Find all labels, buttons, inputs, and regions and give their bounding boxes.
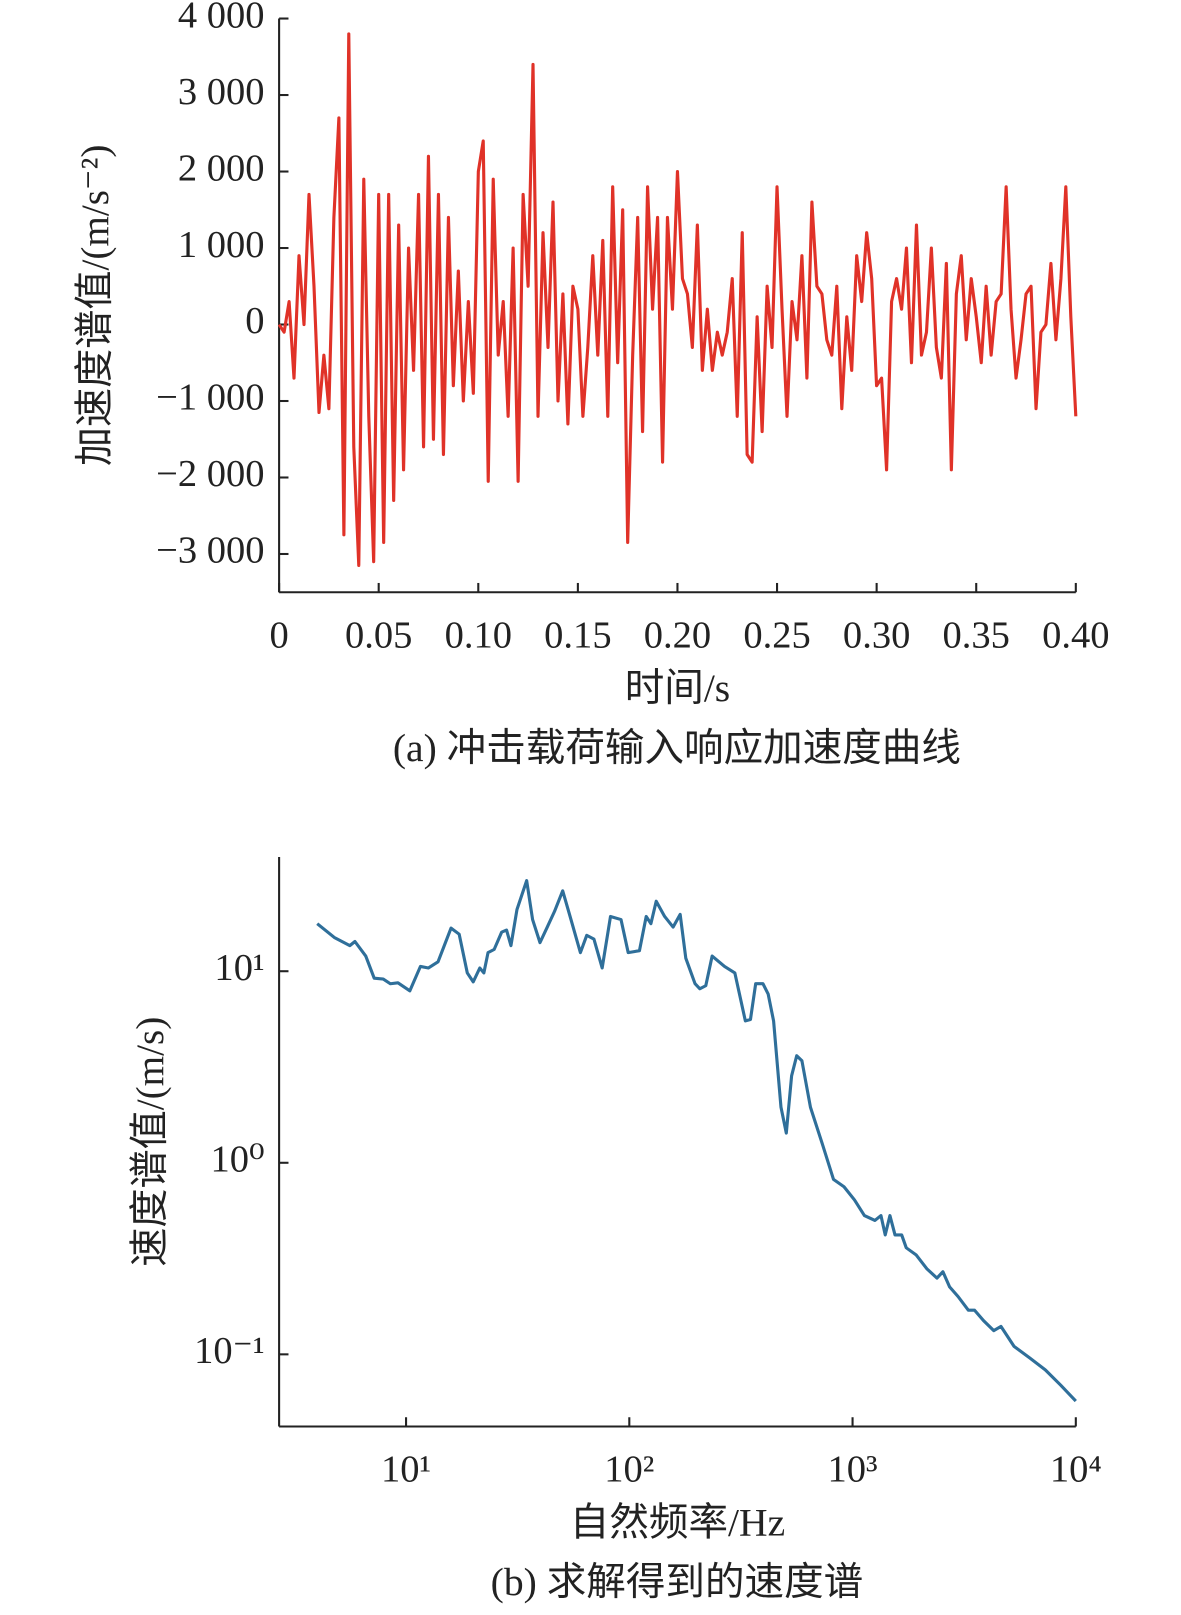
y-tick-label: 4 000 (178, 0, 265, 36)
y-axis-label: 速度谱值/(m/s) (128, 1017, 172, 1267)
x-tick-label: 0.40 (1042, 615, 1109, 657)
y-tick-label: 10¹ (214, 947, 264, 989)
x-tick-label: 0.05 (345, 615, 412, 657)
y-tick-label: 2 000 (178, 147, 265, 189)
y-tick-label: −2 000 (156, 453, 264, 495)
y-tick-label: 0 (245, 300, 264, 342)
x-tick-label: 10³ (828, 1449, 878, 1491)
data-line (316, 879, 1077, 1403)
x-tick-label: 0.10 (445, 615, 512, 657)
x-tick-label: 0 (269, 615, 288, 657)
x-tick-label: 10¹ (381, 1449, 431, 1491)
x-tick-label: 0.30 (843, 615, 910, 657)
caption: (b) 求解得到的速度谱 (491, 1560, 864, 1604)
y-tick-label: 1 000 (178, 224, 265, 266)
caption: (a) 冲击载荷输入响应加速度曲线 (393, 726, 961, 770)
x-axis-label: 时间/s (625, 666, 731, 710)
y-tick-label: −3 000 (156, 530, 264, 572)
x-tick-label: 10⁴ (1050, 1449, 1102, 1491)
y-axis-label: 加速度谱值/(m/s⁻²) (73, 145, 117, 466)
x-axis-label: 自然频率/Hz (570, 1501, 785, 1545)
x-tick-label: 0.25 (743, 615, 810, 657)
y-tick-label: 10⁰ (211, 1139, 265, 1181)
x-tick-label: 0.35 (943, 615, 1010, 657)
data-line (277, 32, 1078, 568)
x-tick-label: 10² (604, 1449, 654, 1491)
y-tick-label: 10⁻¹ (194, 1330, 264, 1372)
y-tick-label: 3 000 (178, 71, 265, 113)
x-tick-label: 0.15 (544, 615, 611, 657)
x-tick-label: 0.20 (644, 615, 711, 657)
y-tick-label: −1 000 (156, 377, 264, 419)
